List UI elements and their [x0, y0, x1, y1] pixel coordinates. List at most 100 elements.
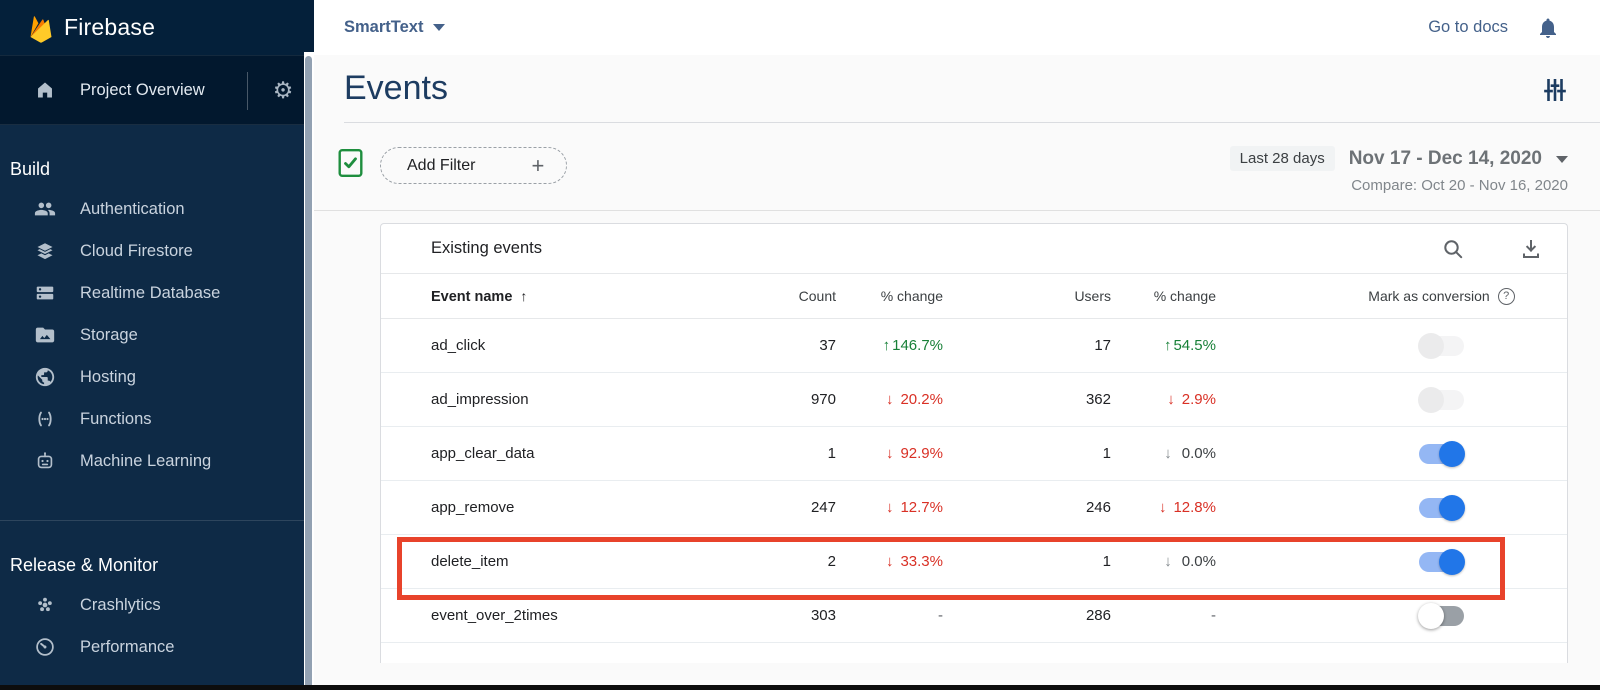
count-change-cell: 20.2%	[836, 391, 943, 408]
sort-ascending-icon: ↑	[520, 287, 528, 304]
project-switcher-label: SmartText	[344, 18, 424, 36]
column-pct-change-users[interactable]: % change	[1153, 288, 1216, 304]
users-cell: 17	[1094, 337, 1111, 354]
users-change-cell: 0.0%	[1111, 553, 1216, 570]
event-name-cell: ad_impression	[431, 391, 529, 408]
users-cell: 1	[1102, 445, 1111, 462]
event-name-cell: ad_click	[431, 337, 486, 354]
plus-icon: +	[531, 152, 545, 178]
date-range-selector[interactable]: Nov 17 - Dec 14, 2020	[1348, 147, 1542, 169]
count-cell: 1	[827, 445, 836, 462]
storage-icon	[34, 324, 56, 346]
project-overview-label: Project Overview	[80, 80, 205, 99]
page-title: Events	[344, 69, 448, 107]
sidebar-item-realtime-database[interactable]: Realtime Database	[0, 272, 314, 314]
go-to-docs-link[interactable]: Go to docs	[1428, 18, 1508, 36]
filter-bar: Add Filter + Last 28 days Nov 17 - Dec 1…	[314, 123, 1600, 194]
scrollbar-thumb[interactable]	[305, 56, 312, 690]
count-change-cell: -	[938, 607, 943, 624]
users-cell: 286	[1085, 607, 1111, 624]
card-title: Existing events	[431, 239, 542, 257]
conversion-toggle[interactable]	[1418, 602, 1465, 629]
table-row: event_over_2times 303 - 286 -	[381, 589, 1567, 643]
compare-range-label: Compare: Oct 20 - Nov 16, 2020	[1351, 177, 1568, 194]
table-header-row: Event name ↑ Count % change Users % chang…	[381, 274, 1567, 319]
trend-arrow-icon	[886, 445, 901, 462]
trend-arrow-icon	[1164, 445, 1182, 462]
chevron-down-icon[interactable]	[1556, 156, 1568, 163]
sidebar-item-crashlytics[interactable]: Crashlytics	[0, 584, 314, 626]
notifications-bell-icon[interactable]	[1536, 16, 1560, 40]
column-count[interactable]: Count	[798, 288, 836, 304]
event-name-cell: app_remove	[431, 499, 515, 516]
functions-icon	[34, 408, 56, 430]
count-change-cell: 33.3%	[836, 553, 943, 570]
search-icon[interactable]	[1441, 237, 1465, 261]
sidebar-item-performance[interactable]: Performance	[0, 626, 314, 668]
crashlytics-icon	[34, 594, 56, 616]
trend-arrow-icon	[886, 499, 901, 516]
column-users[interactable]: Users	[1074, 288, 1111, 304]
chevron-down-icon	[433, 24, 446, 31]
sidebar-item-authentication[interactable]: Authentication	[0, 188, 314, 230]
firebase-logo[interactable]: Firebase	[0, 0, 314, 55]
table-row: app_clear_data 1 92.9% 1 0.0%	[381, 427, 1567, 481]
window-bottom-border	[0, 685, 1600, 690]
users-cell: 1	[1102, 553, 1111, 570]
conversion-toggle-cell	[1216, 440, 1567, 467]
trend-arrow-icon	[886, 391, 901, 408]
home-icon	[34, 79, 56, 101]
conversion-toggle[interactable]	[1418, 440, 1465, 467]
users-cell: 246	[1085, 499, 1111, 516]
download-icon[interactable]	[1519, 237, 1543, 261]
sidebar-section-label: Build	[10, 159, 51, 179]
sidebar-item-project-overview[interactable]: Project Overview ⚙	[0, 55, 314, 125]
count-cell: 37	[819, 337, 836, 354]
data-status-check-icon	[338, 149, 363, 178]
event-name-cell: event_over_2times	[431, 607, 558, 624]
project-switcher[interactable]: SmartText	[344, 18, 446, 37]
conversion-toggle-cell	[1216, 494, 1567, 521]
event-name-cell: delete_item	[431, 553, 509, 570]
conversion-toggle-cell	[1216, 386, 1567, 413]
sidebar-item-cloud-firestore[interactable]: Cloud Firestore	[0, 230, 314, 272]
event-name-cell: app_clear_data	[431, 445, 535, 462]
sidebar-scrollbar[interactable]	[304, 52, 314, 690]
count-change-cell: 92.9%	[836, 445, 943, 462]
users-change-cell: -	[1211, 607, 1216, 624]
count-cell: 970	[810, 391, 836, 408]
sidebar-item-functions[interactable]: Functions	[0, 398, 314, 440]
sidebar-sections: Build Authentication Cloud Firestore Rea…	[0, 125, 314, 668]
robot-icon	[34, 450, 56, 472]
project-settings-gear-icon[interactable]: ⚙	[272, 76, 294, 103]
filter-options-icon[interactable]	[1542, 77, 1568, 103]
count-change-cell: 146.7%	[836, 337, 943, 354]
help-question-icon[interactable]: ?	[1497, 287, 1515, 305]
column-pct-change[interactable]: % change	[880, 288, 943, 304]
trend-arrow-icon	[1159, 499, 1174, 516]
users-change-cell: 0.0%	[1111, 445, 1216, 462]
topbar-right: Go to docs	[1428, 16, 1560, 40]
count-cell: 2	[827, 553, 836, 570]
date-range-block: Last 28 days Nov 17 - Dec 14, 2020 Compa…	[1229, 146, 1568, 194]
count-cell: 247	[810, 499, 836, 516]
globe-icon	[34, 366, 56, 388]
trend-arrow-icon	[1164, 553, 1182, 570]
conversion-toggle[interactable]	[1418, 548, 1465, 575]
table-body: ad_click 37 146.7% 17 54.5% ad_impressio…	[381, 319, 1567, 643]
conversion-toggle[interactable]	[1418, 494, 1465, 521]
users-cell: 362	[1085, 391, 1111, 408]
range-preset-chip: Last 28 days	[1229, 146, 1335, 171]
conversion-toggle-cell	[1216, 332, 1567, 359]
sidebar-item-hosting[interactable]: Hosting	[0, 356, 314, 398]
add-filter-button[interactable]: Add Filter +	[380, 147, 568, 184]
title-row: Events	[314, 55, 1600, 108]
sidebar-item-storage[interactable]: Storage	[0, 314, 314, 356]
trend-arrow-icon	[886, 553, 901, 570]
speedometer-icon	[34, 636, 56, 658]
sidebar-item-machine-learning[interactable]: Machine Learning	[0, 440, 314, 482]
column-event-name[interactable]: Event name ↑	[431, 287, 528, 305]
trend-arrow-icon	[883, 337, 893, 354]
main-content: SmartText Go to docs Events	[314, 0, 1600, 690]
